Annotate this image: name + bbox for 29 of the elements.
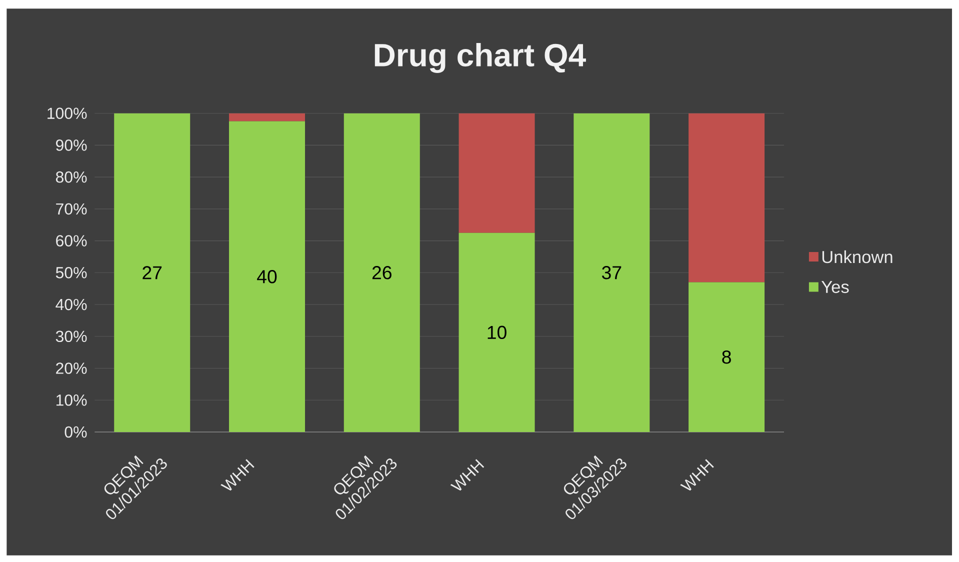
y-tick-label: 10%	[56, 394, 87, 406]
y-tick-label: 30%	[56, 330, 87, 342]
annotation: 27	[142, 266, 162, 280]
bar	[114, 113, 190, 432]
annotation: 10	[488, 326, 506, 340]
y-tick-label: 70%	[56, 203, 87, 215]
annotation: 26	[372, 266, 392, 280]
legend-label: Yes	[821, 280, 849, 294]
y-tick-label: 80%	[56, 171, 87, 183]
y-tick-label: 90%	[56, 140, 87, 151]
bar	[458, 113, 535, 233]
bar	[574, 113, 650, 432]
y-tick-label: 60%	[56, 235, 87, 246]
annotation: 40	[257, 270, 277, 284]
y-tick-label: 100%	[48, 108, 87, 119]
annotation: 37	[602, 266, 622, 280]
bar	[229, 113, 306, 122]
y-tick-label: 20%	[56, 362, 87, 374]
annotation: 8	[722, 350, 731, 364]
bar	[229, 121, 306, 432]
y-tick-label: 0%	[64, 426, 87, 438]
bar	[688, 282, 765, 432]
legend-label: Unknown	[822, 250, 892, 264]
chart-title: Drug chart Q4	[374, 43, 586, 73]
bar	[688, 113, 765, 282]
bar	[344, 113, 420, 432]
y-tick-label: 50%	[56, 267, 87, 278]
y-tick-label: 40%	[56, 298, 87, 310]
bar	[458, 232, 535, 432]
